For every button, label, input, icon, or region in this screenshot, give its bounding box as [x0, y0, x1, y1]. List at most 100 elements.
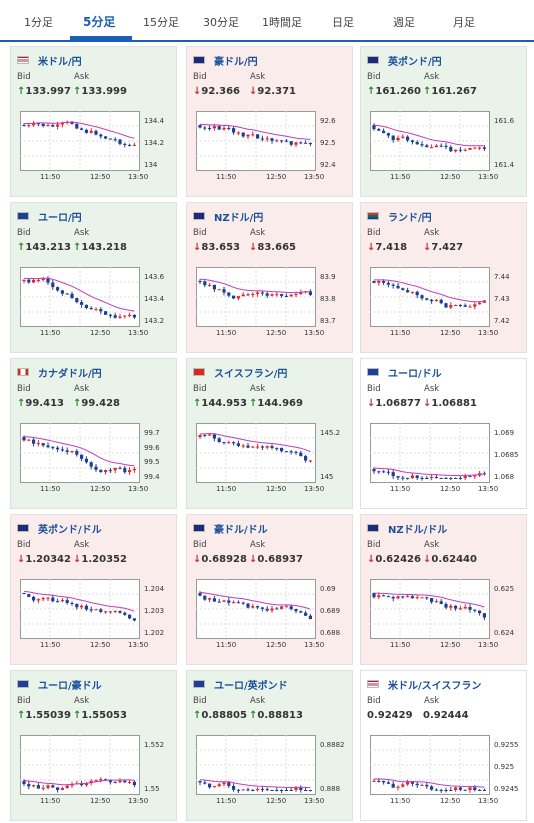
y-tick-label: 0.625 — [494, 585, 515, 593]
currency-card[interactable]: 英ポンド/円 Bid Ask ↑161.260 ↑161.267 161.6 161.4 11… — [360, 46, 527, 197]
candle-body — [118, 139, 122, 144]
currency-card[interactable]: ユーロ/円 Bid Ask ↑143.213 ↑143.218 143.6 143.4 143… — [10, 202, 177, 353]
tab-15min[interactable]: 15分足 — [143, 16, 179, 29]
bid-value: ↑143.213 — [17, 242, 71, 253]
candle-body — [32, 439, 36, 444]
currency-pair-name[interactable]: 英ポンド/円 — [388, 57, 442, 68]
arrow-up-icon: ↑ — [17, 398, 26, 409]
tab-30min[interactable]: 30分足 — [203, 16, 239, 29]
currency-card[interactable]: スイスフラン/円 Bid Ask ↑144.953 ↑144.969 145.2 145 11… — [186, 358, 353, 509]
candle-body — [27, 125, 31, 127]
currency-pair-name[interactable]: 豪ドル/ドル — [214, 525, 268, 536]
x-tick-label: 13:50 — [478, 797, 499, 805]
currency-pair-name[interactable]: 米ドル/円 — [38, 57, 82, 68]
mini-candlestick-chart[interactable]: 145.2 145 11:50 12:50 13:50 — [196, 423, 346, 503]
candle-body — [132, 781, 136, 786]
mini-candlestick-chart[interactable]: 143.6 143.4 143.2 11:50 12:50 13:50 — [20, 267, 170, 347]
candle-body — [123, 780, 127, 783]
candle-body — [463, 305, 467, 307]
candle-body — [304, 142, 308, 144]
tab-1hour[interactable]: 1時間足 — [262, 16, 302, 29]
mini-candlestick-chart[interactable]: 134.4 134.2 134 11:50 12:50 13:50 — [20, 111, 170, 191]
candle-body — [65, 600, 69, 603]
x-tick-label: 12:50 — [266, 329, 287, 337]
tab-weekly[interactable]: 週足 — [393, 16, 415, 29]
mini-candlestick-chart[interactable]: 0.69 0.689 0.688 11:50 12:50 13:50 — [196, 579, 346, 659]
candle-body — [251, 606, 255, 608]
arrow-down-icon: ↓ — [367, 398, 376, 409]
currency-pair-name[interactable]: 豪ドル/円 — [214, 57, 258, 68]
currency-card[interactable]: ランド/円 Bid Ask ↓7.418 ↓7.427 7.44 7.43 7.42 11:50… — [360, 202, 527, 353]
tab-5min[interactable]: 5分足 — [83, 15, 116, 29]
candle-body — [482, 790, 486, 791]
currency-pair-name[interactable]: スイスフラン/円 — [214, 369, 288, 380]
candle-body — [406, 781, 410, 785]
currency-pair-name[interactable]: ユーロ/ドル — [388, 369, 442, 380]
candlestick-svg — [370, 111, 490, 171]
candle-body — [75, 604, 79, 608]
mini-candlestick-chart[interactable]: 0.8882 0.888 11:50 12:50 13:50 — [196, 735, 346, 815]
bid-value-text: 83.653 — [201, 242, 240, 253]
mini-candlestick-chart[interactable]: 1.552 1.55 11:50 12:50 13:50 — [20, 735, 170, 815]
mini-candlestick-chart[interactable]: 1.204 1.203 1.202 11:50 12:50 13:50 — [20, 579, 170, 659]
currency-pair-name[interactable]: NZドル/円 — [214, 213, 264, 224]
candle-body — [56, 124, 60, 127]
candle-body — [299, 787, 303, 790]
currency-card[interactable]: ユーロ/ドル Bid Ask ↓1.06877 ↓1.06881 1.069 1.0685 1… — [360, 358, 527, 509]
candle-body — [260, 607, 264, 609]
currency-card[interactable]: 豪ドル/円 Bid Ask ↓92.366 ↓92.371 92.6 92.5 92.4 11:… — [186, 46, 353, 197]
tab-1min[interactable]: 1分足 — [24, 16, 53, 29]
currency-card[interactable]: カナダドル/円 Bid Ask ↑99.413 ↑99.428 99.7 99.6 99.5 9… — [10, 358, 177, 509]
candle-body — [217, 601, 221, 603]
ask-value-text: 0.68937 — [257, 554, 303, 565]
currency-pair-name[interactable]: ユーロ/英ポンド — [214, 681, 288, 692]
mini-candlestick-chart[interactable]: 161.6 161.4 11:50 12:50 13:50 — [370, 111, 520, 191]
mini-candlestick-chart[interactable]: 83.9 83.8 83.7 11:50 12:50 13:50 — [196, 267, 346, 347]
currency-pair-name[interactable]: 米ドル/スイスフラン — [388, 681, 482, 692]
tab-daily[interactable]: 日足 — [332, 16, 354, 29]
currency-card[interactable]: 英ポンド/ドル Bid Ask ↓1.20342 ↓1.20352 1.204 1.203 1… — [10, 514, 177, 665]
currency-pair-name[interactable]: カナダドル/円 — [38, 369, 102, 380]
candle-body — [65, 450, 69, 452]
candle-body — [118, 780, 122, 783]
currency-card[interactable]: ユーロ/豪ドル Bid Ask ↑1.55039 ↑1.55053 1.552 1.55 11… — [10, 670, 177, 821]
candle-body — [104, 136, 108, 139]
candle-body — [104, 311, 108, 315]
currency-card[interactable]: 豪ドル/ドル Bid Ask ↓0.68928 ↓0.68937 0.69 0.689 0.6… — [186, 514, 353, 665]
candle-body — [118, 610, 122, 613]
currency-pair-name[interactable]: ランド/円 — [388, 213, 432, 224]
candle-body — [299, 452, 303, 457]
candle-body — [104, 470, 108, 473]
currency-card[interactable]: 米ドル/円 Bid Ask ↑133.997 ↑133.999 134.4 134.2 134… — [10, 46, 177, 197]
currency-card[interactable]: NZドル/ドル Bid Ask ↓0.62426 ↓0.62440 0.625 0.624 1… — [360, 514, 527, 665]
flag-icon — [193, 368, 205, 376]
bid-value: ↓1.20342 — [17, 554, 71, 565]
currency-pair-name[interactable]: 英ポンド/ドル — [38, 525, 102, 536]
currency-pair-name[interactable]: ユーロ/豪ドル — [38, 681, 102, 692]
x-tick-label: 12:50 — [90, 641, 111, 649]
mini-candlestick-chart[interactable]: 99.7 99.6 99.5 99.4 11:50 12:50 13:50 — [20, 423, 170, 503]
currency-pair-name[interactable]: NZドル/ドル — [388, 525, 448, 536]
tab-monthly[interactable]: 月足 — [453, 16, 475, 29]
currency-card[interactable]: ユーロ/英ポンド Bid Ask ↑0.88805 ↑0.88813 0.8882 0.88… — [186, 670, 353, 821]
x-tick-label: 13:50 — [128, 797, 149, 805]
candle-body — [284, 451, 288, 453]
candle-body — [415, 783, 419, 786]
candle-body — [41, 123, 45, 126]
mini-candlestick-chart[interactable]: 0.625 0.624 11:50 12:50 13:50 — [370, 579, 520, 659]
currency-card[interactable]: 米ドル/スイスフラン Bid Ask 0.92429 0.92444 0.9255 0.92… — [360, 670, 527, 821]
x-tick-label: 11:50 — [216, 329, 237, 337]
arrow-down-icon: ↓ — [423, 242, 432, 253]
mini-candlestick-chart[interactable]: 0.9255 0.925 0.9245 11:50 12:50 13:50 — [370, 735, 520, 815]
candle-body — [94, 609, 98, 611]
mini-candlestick-chart[interactable]: 7.44 7.43 7.42 11:50 12:50 13:50 — [370, 267, 520, 347]
candle-body — [246, 789, 250, 791]
x-tick-label: 11:50 — [390, 641, 411, 649]
currency-pair-name[interactable]: ユーロ/円 — [38, 213, 82, 224]
mini-candlestick-chart[interactable]: 92.6 92.5 92.4 11:50 12:50 13:50 — [196, 111, 346, 191]
bid-label: Bid — [193, 72, 207, 82]
mini-candlestick-chart[interactable]: 1.069 1.0685 1.068 11:50 12:50 13:50 — [370, 423, 520, 503]
currency-card[interactable]: NZドル/円 Bid Ask ↓83.653 ↓83.665 83.9 83.8 83.7 11… — [186, 202, 353, 353]
flag-icon — [17, 680, 29, 688]
candle-body — [241, 789, 245, 791]
